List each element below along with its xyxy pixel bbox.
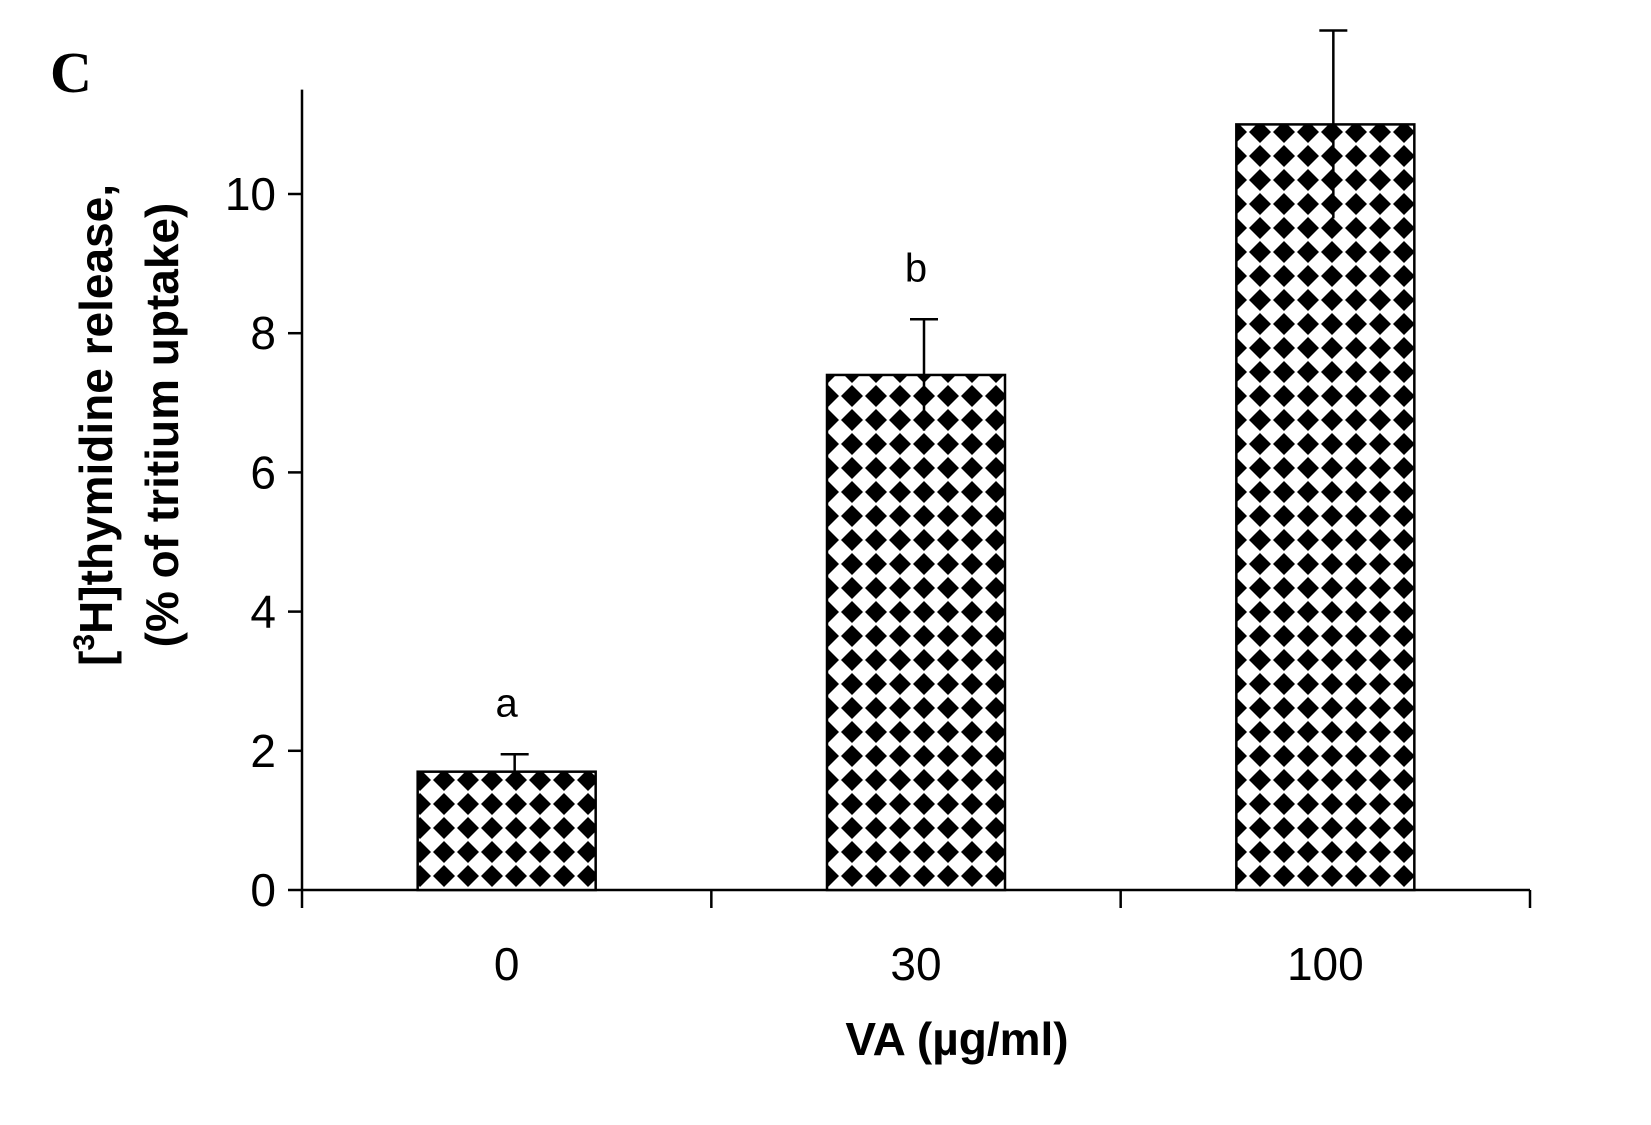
bar [825,373,1007,892]
y-tick-label: 10 [225,168,276,220]
y-tick-label: 4 [250,586,276,638]
y-tick-label: 6 [250,446,276,498]
bar [1235,123,1416,892]
bar [416,770,597,892]
significance-label: b [905,246,927,290]
x-tick-label: 30 [890,938,941,990]
y-tick-label: 8 [250,307,276,359]
x-tick-label: 100 [1287,938,1364,990]
y-axis-title: [3H]thymidine release, (% of tritium upt… [68,184,188,666]
y-tick-label: 0 [250,864,276,916]
y-tick-label: 2 [250,725,276,777]
significance-label: a [496,681,519,725]
panel-label: C [50,40,92,105]
x-tick-label: 0 [494,938,520,990]
y-axis-title-line2: (% of tritium uptake) [136,203,188,648]
y-axis-title-line1: [3H]thymidine release, [68,184,122,666]
x-axis-title: VA (µg/ml) [845,1013,1068,1065]
